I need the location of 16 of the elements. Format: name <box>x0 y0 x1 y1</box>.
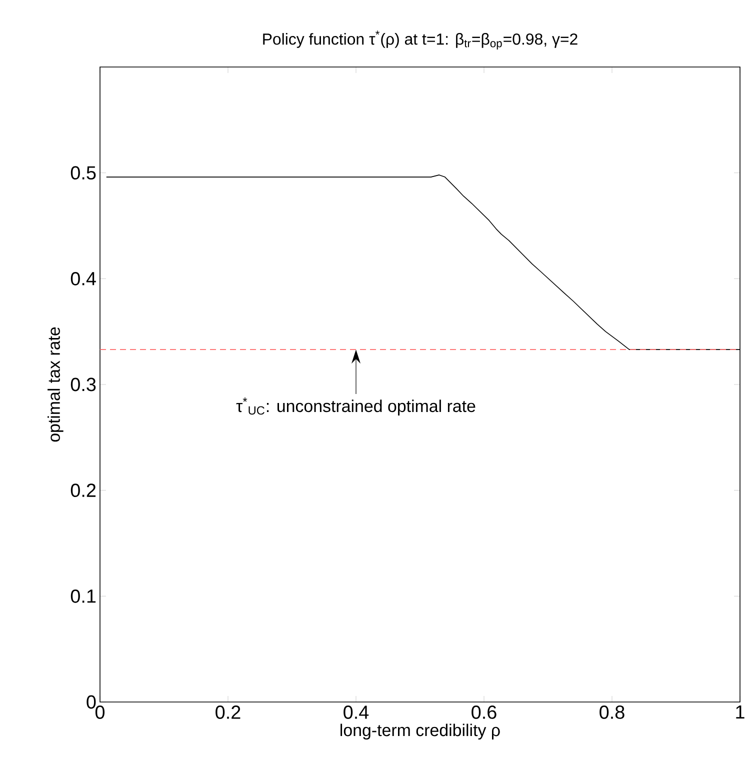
y-tick-label: 0.3 <box>70 378 96 392</box>
y-tick-label: 0.4 <box>70 272 96 286</box>
y-axis-title: optimal tax rate <box>48 327 64 442</box>
x-tick-label: 0.4 <box>344 706 369 719</box>
y-tick-label: 0.5 <box>70 166 96 180</box>
x-tick-label: 0 <box>95 706 105 719</box>
chart-title: Policy function τ$^{*}$(ρ) at t=1: β$_{tr}$=β$_{op}$=0.98, γ=2 <box>263 30 578 50</box>
x-axis-title: long-term credibility ρ <box>340 724 500 740</box>
x-tick-label: 1 <box>736 706 744 719</box>
y-tick-label: 0.2 <box>70 484 96 498</box>
y-tick-label: 0.1 <box>70 589 96 603</box>
x-tick-label: 0.6 <box>472 706 496 719</box>
annotation: τ$^{*}$$_{UC}$: unconstrained optimal rate <box>236 398 476 416</box>
x-tick-label: 0.8 <box>600 706 624 719</box>
y-tick-label: 0 <box>86 695 96 709</box>
x-tick-label: 0.2 <box>216 706 240 719</box>
